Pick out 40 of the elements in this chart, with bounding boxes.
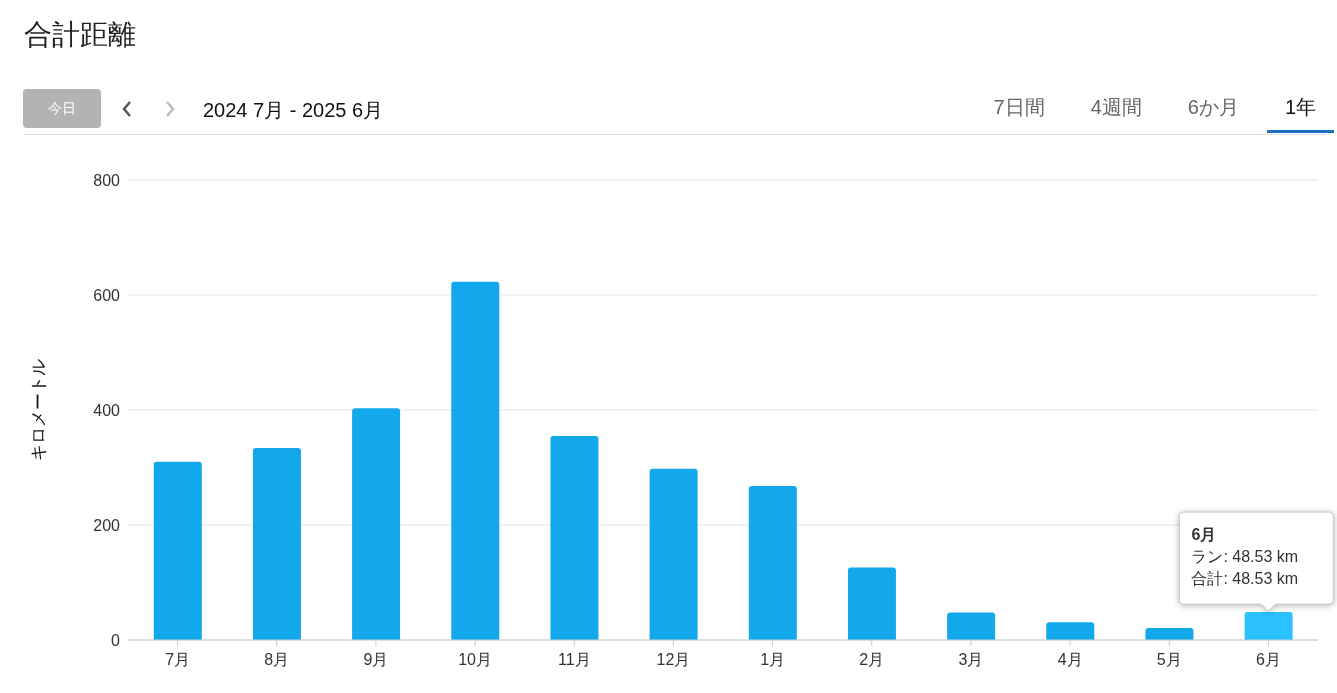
bar	[947, 612, 996, 640]
y-tick-label: 200	[93, 516, 121, 534]
bar	[1145, 627, 1194, 640]
x-tick-label: 12月	[656, 651, 691, 669]
x-tick-label: 3月	[958, 651, 984, 669]
bar	[451, 281, 500, 640]
x-tick-label: 1月	[760, 651, 786, 669]
bar	[649, 468, 698, 640]
bar	[550, 435, 599, 640]
text: 1年	[1283, 95, 1317, 120]
bar	[352, 408, 401, 640]
y-tick-label: 800	[93, 171, 121, 189]
bar	[748, 485, 797, 640]
y-axis-title: キロメートル	[29, 359, 49, 461]
bar	[153, 461, 202, 640]
x-tick-label: 7月	[165, 651, 191, 669]
x-tick-label: 11月	[557, 651, 591, 669]
text: 4週間	[1089, 95, 1143, 120]
text: 7日間	[992, 95, 1046, 120]
y-tick-label: 400	[93, 401, 121, 419]
bar	[1244, 612, 1293, 640]
y-tick-label: 0	[111, 631, 121, 649]
text: 今日	[23, 89, 101, 128]
annotation: 6月	[1191, 526, 1217, 544]
x-tick-label: 6月	[1255, 651, 1281, 669]
annotation: 合計: 48.53 km	[1191, 570, 1299, 588]
annotation: ラン: 48.53 km	[1191, 548, 1299, 566]
y-tick-label: 600	[93, 286, 121, 304]
bar	[1046, 622, 1095, 640]
x-tick-label: 5月	[1156, 651, 1182, 669]
bar	[252, 447, 301, 640]
x-tick-label: 8月	[264, 651, 290, 669]
bar	[847, 567, 896, 640]
x-tick-label: 4月	[1057, 651, 1083, 669]
x-tick-label: 9月	[363, 651, 389, 669]
x-tick-label: 10月	[458, 651, 492, 669]
x-tick-label: 2月	[859, 651, 885, 669]
text: 6か月	[1186, 95, 1240, 120]
chart-subtitle: 2024 7月 - 2025 6月	[203, 98, 384, 123]
chart-title: 合計距離	[24, 18, 136, 52]
